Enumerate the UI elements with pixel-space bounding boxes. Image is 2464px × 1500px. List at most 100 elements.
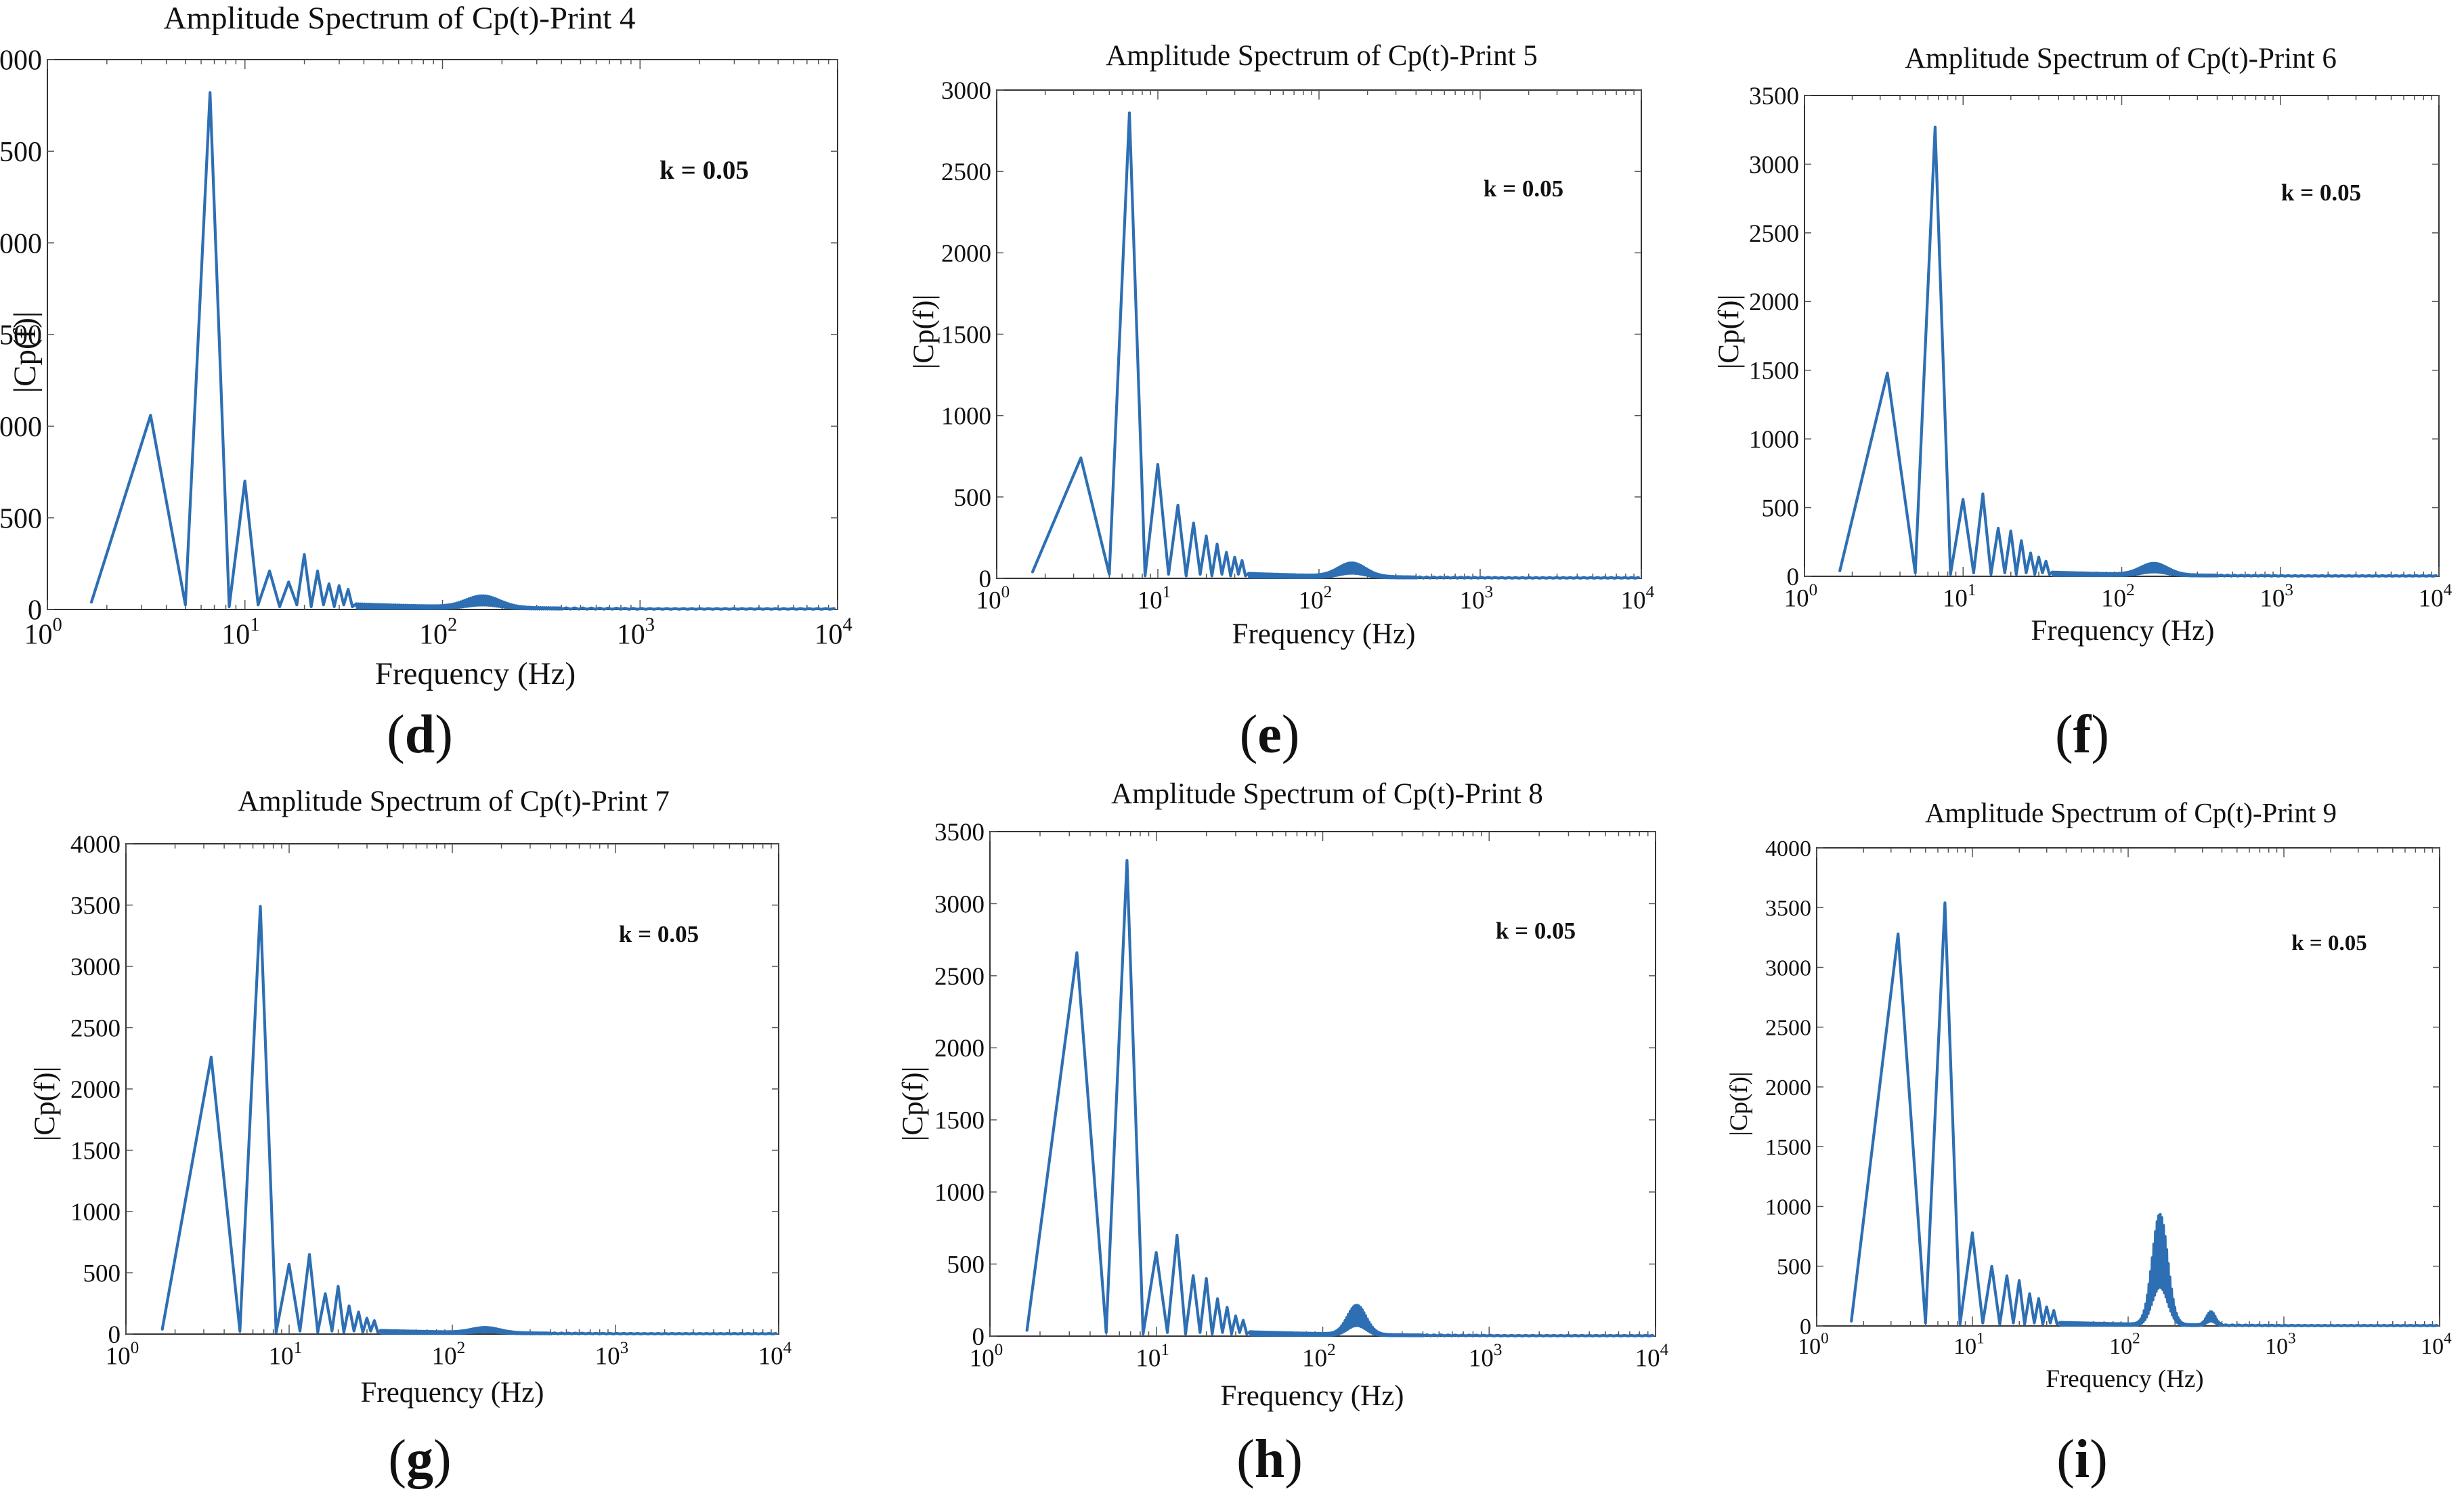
- y-tick-label: 2000: [934, 1035, 985, 1063]
- x-tick-label: 104: [2419, 581, 2452, 613]
- y-tick-label: 4000: [70, 831, 121, 859]
- x-axis-label: Frequency (Hz): [2046, 1365, 2203, 1393]
- spectrum-line: [1850, 901, 2439, 1327]
- x-tick-label: 100: [24, 615, 62, 651]
- annotation-k: k = 0.05: [2291, 931, 2366, 956]
- spectrum-line: [160, 905, 777, 1335]
- y-tick-label: 3000: [941, 77, 991, 105]
- x-tick-label: 100: [106, 1339, 139, 1371]
- y-tick-label: 2000: [1765, 1075, 1811, 1100]
- y-tick-label: 0: [1800, 1314, 1811, 1340]
- y-tick-label: 0: [108, 1321, 121, 1349]
- x-tick-label: 104: [758, 1339, 792, 1371]
- caption-letter: g: [406, 1430, 433, 1489]
- x-tick-label: 101: [1953, 1330, 1985, 1359]
- y-tick-label: 0: [1787, 563, 1800, 591]
- y-tick-label: 500: [0, 503, 42, 534]
- x-tick-label: 101: [1136, 1341, 1169, 1373]
- y-tick-label: 1500: [941, 321, 991, 349]
- y-tick-label: 0: [972, 1323, 985, 1351]
- x-tick-label: 102: [2101, 581, 2135, 613]
- x-tick-label: 101: [1943, 581, 1976, 613]
- caption-letter: d: [404, 705, 435, 765]
- y-tick-label: 1000: [1765, 1195, 1811, 1220]
- y-tick-label: 3000: [70, 953, 121, 981]
- x-tick-label: 102: [419, 615, 457, 651]
- x-tick-label: 104: [815, 615, 852, 651]
- caption-g: (g): [388, 1430, 452, 1489]
- y-tick-label: 3000: [0, 45, 42, 77]
- spectrum-line: [1025, 859, 1654, 1337]
- y-tick-label: 1000: [0, 412, 42, 443]
- y-tick-label: 2500: [934, 963, 985, 991]
- y-tick-label: 3500: [70, 892, 121, 920]
- spectrum-line: [1031, 111, 1640, 580]
- y-tick-label: 2000: [1749, 288, 1799, 316]
- x-tick-label: 103: [595, 1339, 629, 1371]
- x-tick-label: 102: [2109, 1330, 2140, 1359]
- y-tick-label: 3000: [1765, 956, 1811, 981]
- y-tick-label: 500: [83, 1260, 121, 1287]
- y-tick-label: 1000: [941, 403, 991, 431]
- y-tick-label: 1000: [70, 1199, 121, 1226]
- chart-title: Amplitude Spectrum of Cp(t)-Print 4: [163, 1, 635, 36]
- chart-title: Amplitude Spectrum of Cp(t)-Print 5: [1106, 40, 1538, 72]
- y-tick-label: 2500: [1765, 1016, 1811, 1041]
- annotation-k: k = 0.05: [660, 156, 749, 185]
- x-tick-label: 101: [221, 615, 259, 651]
- chart-f: Amplitude Spectrum of Cp(t)-Print 6 k = …: [1713, 43, 2452, 647]
- chart-title: Amplitude Spectrum of Cp(t)-Print 8: [1111, 778, 1543, 810]
- caption-d: (d): [387, 705, 453, 765]
- x-axis-label: Frequency (Hz): [375, 656, 576, 691]
- y-tick-label: 3000: [1749, 151, 1799, 179]
- y-tick-label: 500: [1777, 1255, 1811, 1280]
- x-tick-label: 103: [1469, 1341, 1503, 1373]
- caption-e: (e): [1239, 705, 1300, 765]
- y-axis-label: |Cp(f)|: [908, 295, 940, 369]
- spectrum-line: [1838, 125, 2438, 578]
- x-tick-label: 104: [2421, 1330, 2452, 1359]
- x-tick-label: 102: [1299, 583, 1333, 615]
- x-tick-label: 102: [432, 1339, 466, 1371]
- y-tick-label: 0: [28, 595, 42, 626]
- x-tick-label: 104: [1621, 583, 1655, 615]
- annotation-k: k = 0.05: [619, 921, 699, 947]
- annotation-k: k = 0.05: [1496, 918, 1576, 944]
- x-tick-label: 103: [617, 615, 655, 651]
- y-tick-label: 3500: [1749, 83, 1799, 110]
- caption-letter: f: [2073, 705, 2092, 765]
- y-axis-label: |Cp(f)|: [7, 312, 43, 393]
- annotation-k: k = 0.05: [1484, 175, 1563, 202]
- x-tick-label: 100: [970, 1341, 1003, 1373]
- y-tick-label: 1000: [934, 1179, 985, 1207]
- x-axis-label: Frequency (Hz): [2031, 615, 2214, 647]
- x-axis-label: Frequency (Hz): [1232, 618, 1415, 650]
- y-tick-label: 2500: [0, 137, 42, 168]
- y-tick-label: 3500: [934, 819, 985, 847]
- x-tick-label: 100: [976, 583, 1010, 615]
- y-tick-label: 1500: [1749, 358, 1799, 385]
- y-tick-label: 500: [947, 1251, 985, 1279]
- caption-letter: h: [1254, 1430, 1285, 1489]
- y-axis-label: |Cp(f)|: [29, 1067, 61, 1141]
- x-tick-label: 100: [1784, 581, 1818, 613]
- x-tick-label: 104: [1635, 1341, 1669, 1373]
- chart-title: Amplitude Spectrum of Cp(t)-Print 6: [1905, 43, 2337, 74]
- x-tick-label: 101: [269, 1339, 303, 1371]
- chart-title: Amplitude Spectrum of Cp(t)-Print 9: [1925, 797, 2337, 828]
- caption-letter: i: [2074, 1430, 2090, 1489]
- y-tick-label: 1000: [1749, 426, 1799, 454]
- caption-h: (h): [1236, 1430, 1303, 1489]
- y-tick-label: 2500: [1749, 220, 1799, 248]
- x-axis-label: Frequency (Hz): [1220, 1380, 1404, 1412]
- chart-e: Amplitude Spectrum of Cp(t)-Print 5 k = …: [908, 40, 1655, 650]
- y-tick-label: 0: [979, 565, 992, 593]
- y-tick-label: 3500: [1765, 896, 1811, 921]
- y-tick-label: 1500: [934, 1107, 985, 1135]
- y-axis-label: |Cp(f)|: [1713, 295, 1745, 369]
- x-tick-label: 103: [2265, 1330, 2296, 1359]
- spectrum-line: [89, 91, 836, 611]
- y-tick-label: 2500: [70, 1014, 121, 1042]
